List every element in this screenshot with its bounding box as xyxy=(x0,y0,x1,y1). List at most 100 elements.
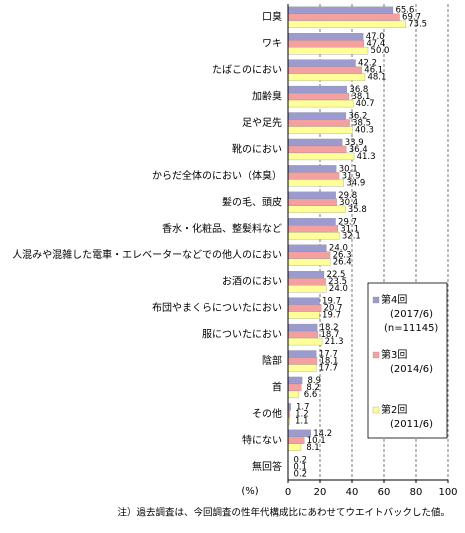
value-label: 0.2 xyxy=(294,469,308,479)
bar xyxy=(288,298,320,305)
x-tick-label: 20 xyxy=(314,487,327,498)
category-label: 人混みや混雑した電車・エレベーターなどでの他人のにおい xyxy=(12,248,282,261)
value-label: 21.3 xyxy=(325,337,344,347)
legend-swatch xyxy=(373,297,379,303)
value-label: 73.5 xyxy=(408,20,427,30)
bar xyxy=(288,7,393,14)
legend-box xyxy=(368,283,447,438)
category-label: 無回答 xyxy=(252,460,282,473)
bar xyxy=(288,351,316,358)
x-tick-label: 40 xyxy=(346,487,359,498)
bar xyxy=(288,252,330,259)
bar xyxy=(288,113,346,120)
bar xyxy=(288,146,346,153)
bar xyxy=(288,324,317,331)
category-label: 足や足先 xyxy=(242,117,282,129)
x-tick-label: 60 xyxy=(378,487,391,498)
category-label: 加齢臭 xyxy=(252,90,282,103)
value-label: 17.7 xyxy=(319,364,338,374)
bar xyxy=(288,437,304,444)
bar xyxy=(288,338,322,345)
value-label: 41.3 xyxy=(357,152,376,162)
category-label: 香水・化粧品、整髪料など xyxy=(162,222,282,235)
legend-swatch xyxy=(373,352,379,358)
bar xyxy=(288,312,320,319)
legend-swatch xyxy=(373,407,379,413)
bar xyxy=(288,365,316,372)
category-label: たばこのにおい xyxy=(212,64,282,76)
bar xyxy=(288,14,400,21)
legend-period: (2011/6) xyxy=(390,419,433,430)
bar xyxy=(288,358,317,365)
bar xyxy=(288,225,338,232)
value-label: 6.6 xyxy=(304,390,318,400)
value-label: 48.1 xyxy=(367,73,386,83)
category-label: 靴のにおい xyxy=(232,142,282,155)
bar xyxy=(288,331,318,338)
category-label: お酒のにおい xyxy=(222,276,282,288)
value-label: 1.1 xyxy=(295,416,309,426)
value-label: 32.1 xyxy=(342,231,361,241)
footnote: 注）過去調査は、今回調査の性年代構成比にあわせてウエイトバックした値。 xyxy=(117,507,450,519)
bar xyxy=(288,218,336,225)
bar xyxy=(288,47,368,54)
bar xyxy=(288,139,342,146)
x-unit: (%) xyxy=(241,486,258,497)
legend-label: 第3回 xyxy=(381,348,407,361)
category-label: その他 xyxy=(252,407,282,420)
x-tick-label: 80 xyxy=(410,487,423,498)
bar xyxy=(288,259,330,266)
value-label: 8.1 xyxy=(306,443,320,453)
category-label: 陰部 xyxy=(262,354,282,367)
bar xyxy=(288,127,352,134)
bar xyxy=(288,179,344,186)
bar xyxy=(288,278,326,285)
legend-label: 第4回 xyxy=(381,293,407,306)
bar xyxy=(288,232,339,239)
bar xyxy=(288,40,364,47)
legend-period: (2014/6) xyxy=(390,364,433,375)
value-label: 40.3 xyxy=(355,126,374,136)
bar xyxy=(288,172,339,179)
category-label: 服についたにおい xyxy=(202,329,282,341)
value-label: 50.0 xyxy=(371,46,390,56)
category-label: 首 xyxy=(272,380,282,393)
value-label: 26.4 xyxy=(333,258,352,268)
x-tick-label: 0 xyxy=(285,487,291,498)
bar xyxy=(288,384,301,391)
bar xyxy=(288,165,336,172)
value-label: 35.8 xyxy=(348,205,367,215)
bar xyxy=(288,199,337,206)
bar xyxy=(288,285,326,292)
legend-label: 第2回 xyxy=(381,403,407,416)
bar xyxy=(288,93,349,100)
bar xyxy=(288,245,326,252)
value-label: 19.7 xyxy=(322,311,341,321)
bar xyxy=(288,120,350,127)
category-label: 髪の毛、頭皮 xyxy=(222,195,282,208)
value-label: 24.0 xyxy=(329,284,348,294)
bar xyxy=(288,60,356,67)
bar xyxy=(288,153,354,160)
category-label: 口臭 xyxy=(262,10,282,23)
bar xyxy=(288,74,365,81)
bar xyxy=(288,192,336,199)
x-tick-label: 100 xyxy=(438,487,457,498)
bar xyxy=(288,444,301,451)
bar xyxy=(288,21,406,28)
bar xyxy=(288,67,362,74)
bar xyxy=(288,377,302,384)
bar xyxy=(288,100,353,107)
legend-sample: (n=11145) xyxy=(384,323,438,334)
bar xyxy=(288,271,324,278)
category-label: からだ全体のにおい（体臭） xyxy=(152,169,282,182)
bar xyxy=(288,305,321,312)
category-label: 布団やまくらについたにおい xyxy=(152,302,282,314)
category-label: ワキ xyxy=(262,39,282,50)
bar xyxy=(288,33,363,40)
bar xyxy=(288,206,345,213)
category-label: 特にない xyxy=(242,434,282,446)
value-label: 34.9 xyxy=(346,178,365,188)
bar xyxy=(288,86,347,93)
